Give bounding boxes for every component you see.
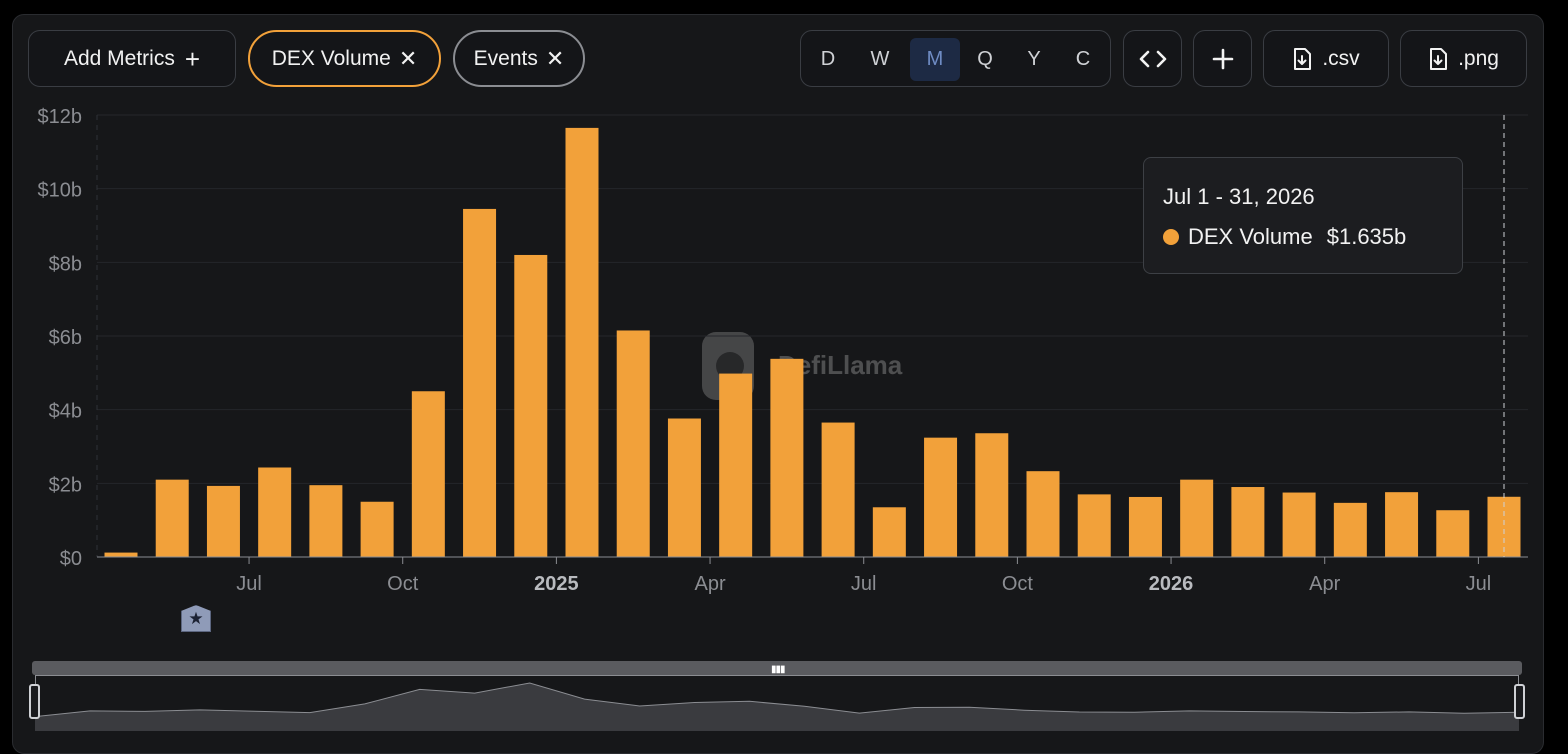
close-icon[interactable]: ✕ <box>398 45 418 71</box>
overview-sparkline <box>35 682 1519 731</box>
bar <box>206 485 240 557</box>
bar <box>770 358 804 557</box>
csv-label: .csv <box>1322 46 1360 70</box>
bar <box>1180 479 1214 557</box>
bar <box>309 485 343 557</box>
x-tick-label: Apr <box>1309 573 1340 595</box>
download-csv-button[interactable]: .csv <box>1263 30 1389 87</box>
bar <box>463 208 497 558</box>
add-chart-button[interactable] <box>1193 30 1252 87</box>
x-tick-label: 2025 <box>534 573 579 595</box>
tooltip-row: DEX Volume $1.635b <box>1163 224 1406 250</box>
bar <box>514 254 548 557</box>
bar <box>1333 502 1367 557</box>
bar <box>719 373 753 557</box>
bar <box>1128 496 1162 557</box>
x-tick-label: Oct <box>1002 573 1034 595</box>
grip-icon[interactable]: ▮▮▮ <box>771 664 785 675</box>
tooltip-date: Jul 1 - 31, 2026 <box>1163 184 1315 209</box>
plus-icon <box>1212 48 1233 69</box>
chip-events[interactable]: Events ✕ <box>453 30 585 87</box>
overview-area-fill <box>35 683 1519 731</box>
download-png-button[interactable]: .png <box>1400 30 1527 87</box>
bar <box>616 330 650 557</box>
bar <box>821 422 855 557</box>
add-metrics-label: Add Metrics <box>63 46 175 70</box>
chip-dex-volume[interactable]: DEX Volume ✕ <box>248 30 441 87</box>
bar <box>411 391 445 557</box>
code-icon <box>1139 50 1166 67</box>
star-icon: ★ <box>188 609 204 628</box>
x-tick-label: Apr <box>694 573 725 595</box>
period-cumulative[interactable]: C <box>1075 48 1091 70</box>
period-day[interactable]: D <box>820 48 836 70</box>
file-download-icon <box>1430 47 1448 70</box>
range-handle-left[interactable] <box>29 684 40 719</box>
bar <box>104 552 138 557</box>
bar <box>565 127 599 558</box>
chip-events-label: Events <box>473 46 538 70</box>
close-icon[interactable]: ✕ <box>545 45 565 71</box>
bar <box>1077 494 1111 557</box>
bar <box>360 501 394 557</box>
period-week[interactable]: W <box>870 48 890 70</box>
x-tick-label: Oct <box>387 573 419 595</box>
period-selector: D W M Q Y C <box>800 30 1111 87</box>
x-tick-label: 2026 <box>1149 573 1194 595</box>
add-metrics-button[interactable]: Add Metrics + <box>28 30 236 87</box>
file-download-icon <box>1294 47 1312 70</box>
bar <box>975 433 1009 557</box>
y-tick-label: $0 <box>60 548 82 570</box>
range-slider-track[interactable] <box>32 661 1522 675</box>
y-tick-label: $8b <box>49 253 82 275</box>
event-marker[interactable]: ★ <box>181 605 211 632</box>
bar <box>1282 492 1316 557</box>
y-tick-label: $4b <box>49 401 82 423</box>
overview-line <box>35 682 1519 718</box>
y-tick-label: $2b <box>49 474 82 496</box>
chip-dex-volume-label: DEX Volume <box>271 46 391 70</box>
tooltip-series-name: DEX Volume <box>1188 224 1313 249</box>
bar <box>258 467 292 557</box>
bar <box>1436 510 1470 557</box>
embed-button[interactable] <box>1123 30 1182 87</box>
series-color-dot <box>1163 229 1179 245</box>
bar <box>667 418 701 557</box>
bar <box>1026 471 1060 557</box>
tooltip: Jul 1 - 31, 2026 DEX Volume $1.635b <box>1143 157 1463 274</box>
period-month[interactable]: M <box>910 38 960 81</box>
bar <box>872 507 906 557</box>
x-tick-label: Jul <box>1466 573 1492 595</box>
period-year[interactable]: Y <box>1027 48 1041 70</box>
y-tick-label: $6b <box>49 327 82 349</box>
png-label: .png <box>1458 46 1499 70</box>
bar <box>1385 492 1419 557</box>
period-quarter[interactable]: Q <box>977 48 993 70</box>
tooltip-value: $1.635b <box>1326 224 1407 249</box>
bar <box>924 437 958 557</box>
bar <box>155 479 189 557</box>
x-tick-label: Jul <box>851 573 877 595</box>
range-handle-right[interactable] <box>1514 684 1525 719</box>
y-tick-label: $10b <box>38 180 83 202</box>
plus-icon: + <box>184 43 201 74</box>
y-tick-label: $12b <box>38 106 83 128</box>
bar <box>1231 487 1265 557</box>
x-tick-label: Jul <box>236 573 262 595</box>
